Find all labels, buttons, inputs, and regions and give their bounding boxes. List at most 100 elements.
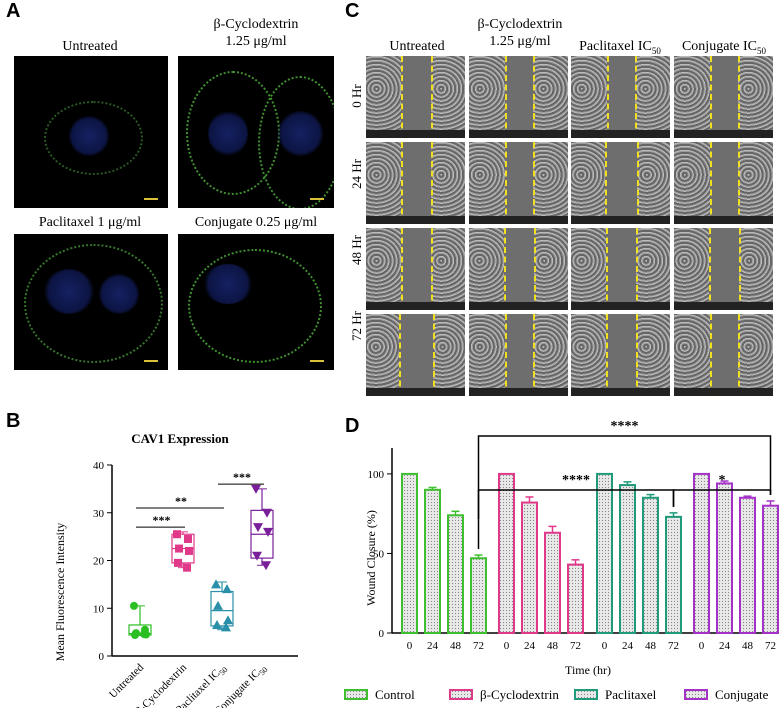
d-bar [619, 484, 636, 634]
chart-b-title: CAV1 Expression [131, 431, 229, 446]
d-significance-label: **** [611, 419, 639, 434]
wound-image-r0-c0 [366, 56, 465, 138]
wound-image-r2-c3 [674, 228, 773, 310]
d-bar [693, 472, 710, 634]
d-xtick-label: 24 [524, 640, 536, 652]
b-subscript: 50 [218, 665, 230, 677]
b-ytick-label: 30 [93, 508, 105, 520]
c-row-title-48hr: 48 Hr [349, 235, 364, 265]
b-point [175, 544, 183, 553]
d-xtick-label: 0 [407, 640, 413, 652]
d-significance-bracket [477, 435, 772, 520]
b-point [213, 600, 223, 610]
b-point [183, 563, 191, 572]
b-significance-label: *** [153, 513, 171, 527]
a-title-conjugate: Conjugate 0.25 μg/ml [194, 215, 318, 230]
b-point [253, 523, 263, 533]
d-bar [521, 501, 538, 634]
d-legend-label: Control [375, 687, 415, 702]
b-point [184, 535, 192, 544]
d-xtick-label: 0 [504, 640, 510, 652]
c-col-title-conjugate: Conjugate IC50 [681, 39, 767, 56]
b-point [261, 561, 271, 571]
d-legend-label: Conjugate [715, 687, 769, 702]
d-xtick-label: 48 [450, 640, 462, 652]
c-col-title-untreated: Untreated [389, 39, 445, 54]
wound-image-r1-c0 [366, 142, 465, 224]
wound-image-r1-c1 [469, 142, 568, 224]
panel-label-d: D [345, 415, 360, 437]
d-bar [447, 514, 464, 634]
wound-image-r3-c1 [469, 314, 568, 396]
d-ytick-label: 100 [368, 469, 385, 481]
b-category-label: Untreated [107, 661, 147, 701]
d-bar [739, 496, 756, 635]
b-point [221, 622, 231, 632]
wound-image-r3-c0 [366, 314, 465, 396]
d-significance-label: **** [562, 473, 590, 488]
d-xtick-label: 72 [765, 640, 776, 652]
d-significance-label: * [719, 473, 726, 488]
d-ytick-label: 0 [379, 628, 385, 640]
b-point [262, 508, 272, 518]
wound-image-r2-c2 [571, 228, 670, 310]
a-title-untreated: Untreated [62, 39, 118, 54]
wound-image-r3-c3 [674, 314, 773, 396]
c-row-title-0hr: 0 Hr [349, 84, 364, 108]
wound-image-r2-c0 [366, 228, 465, 310]
d-xtick-label: 24 [622, 640, 634, 652]
wound-image-r0-c3 [674, 56, 773, 138]
b-ytick-label: 20 [93, 556, 105, 568]
wound-image-r0-c1 [469, 56, 568, 138]
b-point [223, 615, 233, 625]
d-bar [424, 488, 441, 635]
d-bar [470, 557, 487, 635]
panel-label-a: A [6, 0, 21, 22]
micrograph-cyclodextrin [178, 56, 334, 208]
d-bar [596, 472, 613, 634]
b-point [263, 527, 273, 537]
d-xtick-label: 0 [602, 640, 608, 652]
c-row-title-24hr: 24 Hr [349, 159, 364, 189]
b-point [140, 630, 148, 639]
micrograph-untreated [14, 56, 168, 208]
d-xtick-label: 48 [742, 640, 754, 652]
cav1-expression-chart: CAV1 Expression Mean Fluorescence Intens… [53, 431, 298, 708]
b-point [212, 619, 222, 629]
c-col-title-cyclodextrin: β-Cyclodextrin 1.25 μg/ml [477, 17, 563, 49]
b-box [210, 590, 234, 627]
d-xtick-label: 48 [547, 640, 559, 652]
b-significance-label: ** [175, 494, 187, 508]
b-point [222, 584, 232, 594]
c-col-title-paclitaxel: Paclitaxel IC50 [579, 39, 661, 56]
b-point [173, 530, 181, 539]
d-bar [498, 472, 515, 634]
b-point [251, 484, 261, 494]
d-bar [642, 496, 659, 635]
wound-image-r2-c1 [469, 228, 568, 310]
wound-closure-chart: Wound Closure (%) Time (hr) 0 50 100 0 24 48 7… [344, 419, 779, 702]
b-point [185, 546, 193, 555]
d-xtick-label: 0 [699, 640, 705, 652]
b-box [128, 624, 152, 636]
b-point [252, 551, 262, 561]
b-point [131, 630, 139, 639]
wound-image-r0-c2 [571, 56, 670, 138]
d-bar [401, 472, 418, 634]
d-xtick-label: 48 [645, 640, 657, 652]
c-row-title-72hr: 72 Hr [349, 311, 364, 341]
d-xtick-label: 72 [570, 640, 581, 652]
b-ytick-label: 40 [93, 460, 105, 472]
micrograph-conjugate [178, 234, 334, 370]
chart-b-ylabel: Mean Fluorescence Intensity [53, 523, 67, 662]
d-bar [544, 531, 561, 634]
d-bar [716, 482, 733, 634]
d-bar [567, 563, 584, 634]
chart-d-xlabel: Time (hr) [565, 663, 611, 677]
d-xtick-label: 72 [473, 640, 484, 652]
d-legend-swatch [574, 689, 598, 700]
d-xtick-label: 24 [719, 640, 731, 652]
d-xtick-label: 24 [427, 640, 439, 652]
b-subscript: 50 [258, 665, 270, 677]
d-xtick-label: 72 [668, 640, 679, 652]
